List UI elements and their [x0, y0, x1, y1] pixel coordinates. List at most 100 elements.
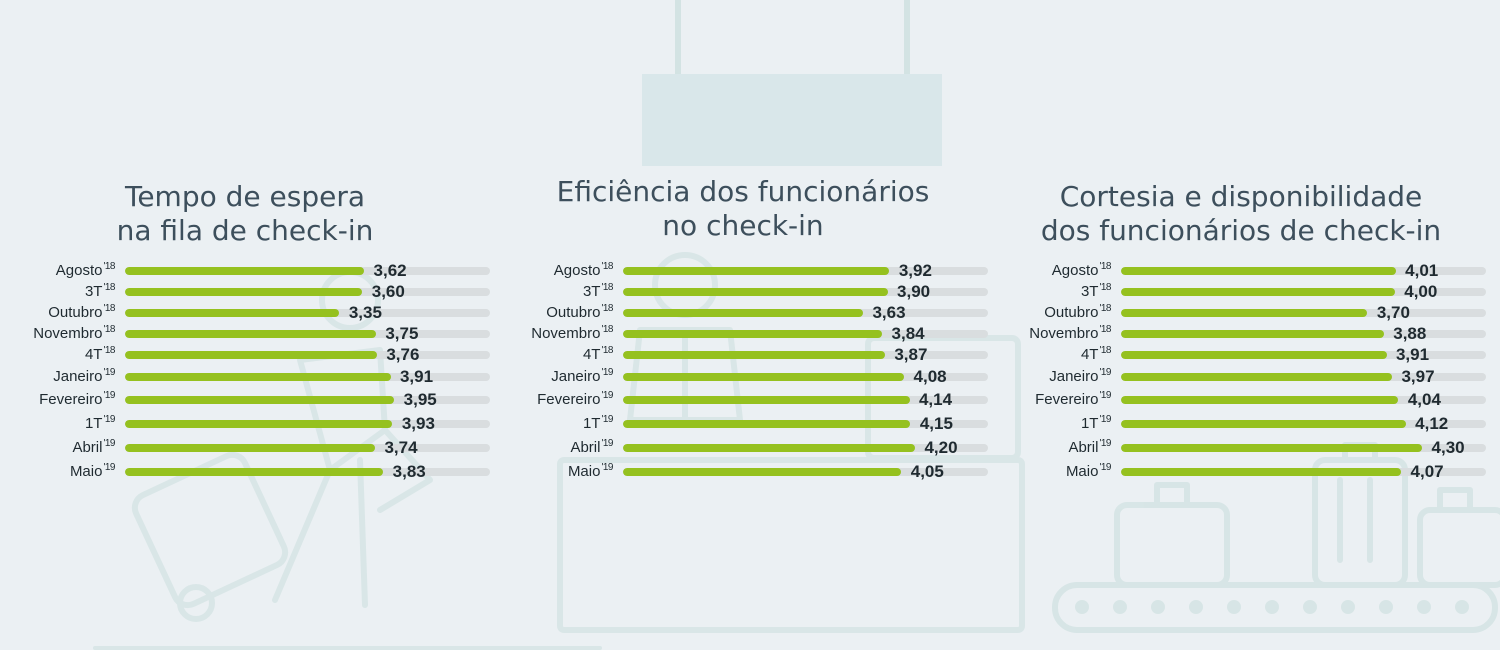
category-label: Agosto'18	[1001, 260, 1112, 282]
chart-panel-wait-time: Tempo de espera na fila de check-in Agos…	[5, 170, 490, 500]
category-name: Outubro	[1044, 304, 1099, 321]
data-label: 3,91	[1395, 345, 1430, 364]
category-label: 4T'18	[5, 344, 116, 366]
data-label: 3,90	[897, 282, 931, 301]
hanging-sign-icon	[642, 0, 942, 166]
category-name: Novembro	[1029, 325, 1099, 342]
bar-row: 4T'18 3,91	[1001, 344, 1486, 366]
data-label: 3,87	[894, 345, 928, 364]
category-label: 3T'18	[5, 281, 116, 303]
bar-track	[623, 288, 988, 296]
category-period-superscript: '19	[1099, 438, 1111, 449]
bar	[1121, 309, 1368, 317]
category-label: Fevereiro'19	[1001, 389, 1111, 411]
data-label: 4,08	[913, 367, 947, 386]
bar-track	[125, 444, 490, 452]
bar	[1121, 468, 1402, 476]
bar	[623, 420, 911, 428]
bar-track	[623, 267, 988, 275]
category-period-superscript: '19	[103, 390, 115, 401]
category-period-superscript: '18	[103, 303, 115, 314]
category-label: Maio'19	[5, 461, 116, 483]
category-name: 3T	[582, 283, 601, 300]
bar	[1121, 373, 1392, 381]
chart-title: Cortesia e disponibilidade dos funcionár…	[1001, 180, 1481, 250]
bar-track	[1121, 420, 1486, 428]
bar-track	[125, 373, 490, 381]
category-period-superscript: '18	[601, 261, 613, 272]
category-name: 3T	[1080, 283, 1099, 300]
data-label: 3,93	[401, 414, 435, 433]
bar-row: 3T'18 3,90	[503, 281, 988, 303]
bar-row: 4T'18 3,76	[5, 344, 490, 366]
category-period-superscript: '19	[1099, 367, 1111, 378]
bar-row: Agosto'18 4,01	[1001, 260, 1486, 282]
category-label: Outubro'18	[1001, 302, 1111, 324]
category-label: Agosto'18	[503, 260, 614, 282]
bar-row: Abril'19 3,74	[5, 437, 490, 459]
bar	[1121, 351, 1387, 359]
category-period-superscript: '19	[103, 367, 115, 378]
data-label: 4,05	[910, 462, 944, 481]
bar	[125, 444, 375, 452]
category-name: Janeiro	[551, 368, 601, 385]
category-label: Outubro'18	[503, 302, 613, 324]
chart-title-line-2: na fila de check-in	[116, 214, 374, 247]
category-period-superscript: '19	[601, 390, 613, 401]
category-label: Novembro'18	[5, 323, 115, 345]
category-period-superscript: '18	[103, 282, 115, 293]
chart-title-line-1: Eficiência dos funcionários	[556, 175, 930, 208]
category-label: 1T'19	[5, 413, 116, 435]
category-period-superscript: '19	[601, 367, 613, 378]
bar-track	[623, 373, 988, 381]
bar-row: Novembro'18 3,84	[503, 323, 988, 345]
bar-row: Novembro'18 3,75	[5, 323, 490, 345]
category-period-superscript: '18	[103, 261, 115, 272]
category-label: Maio'19	[503, 461, 614, 483]
bar-row: Outubro'18 3,70	[1001, 302, 1486, 324]
bar-track	[623, 309, 988, 317]
category-name: 1T	[582, 415, 601, 432]
bar-track	[1121, 468, 1486, 476]
bar	[125, 267, 365, 275]
category-period-superscript: '19	[103, 438, 115, 449]
category-label: Abril'19	[1001, 437, 1111, 459]
category-period-superscript: '18	[1099, 282, 1111, 293]
bar	[125, 351, 377, 359]
category-name: Outubro	[546, 304, 601, 321]
bar-track	[125, 267, 490, 275]
chart-panel-staff-efficiency: Eficiência dos funcionários no check-in …	[503, 170, 988, 500]
bar-row: Fevereiro'19 4,04	[1001, 389, 1486, 411]
bar-row: 1T'19 4,12	[1001, 413, 1486, 435]
category-period-superscript: '18	[1099, 345, 1111, 356]
category-name: Fevereiro	[1035, 391, 1099, 408]
data-label: 3,83	[392, 462, 426, 481]
bar	[125, 373, 391, 381]
bar-row: 1T'19 3,93	[5, 413, 490, 435]
data-label: 4,01	[1405, 261, 1439, 280]
category-label: 1T'19	[1001, 413, 1112, 435]
bar-track	[1121, 267, 1486, 275]
data-label: 3,95	[403, 390, 437, 409]
category-name: Novembro	[531, 325, 601, 342]
category-name: Maio	[1065, 463, 1099, 480]
category-label: Fevereiro'19	[5, 389, 115, 411]
category-name: Janeiro	[53, 368, 103, 385]
category-period-superscript: '19	[601, 462, 613, 473]
category-label: Agosto'18	[5, 260, 116, 282]
bar	[125, 420, 393, 428]
data-label: 3,88	[1393, 324, 1427, 343]
bar	[125, 309, 340, 317]
category-label: 4T'18	[1001, 344, 1112, 366]
bar-row: 3T'18 3,60	[5, 281, 490, 303]
bar-track	[1121, 351, 1486, 359]
category-period-superscript: '19	[1099, 414, 1111, 425]
category-period-superscript: '18	[103, 324, 115, 335]
data-label: 4,12	[1415, 414, 1449, 433]
category-name: 1T	[84, 415, 103, 432]
data-label: 3,91	[399, 367, 434, 386]
bar	[125, 288, 363, 296]
category-name: Agosto	[1051, 262, 1099, 279]
chart-title-line-1: Tempo de espera	[124, 180, 366, 213]
bar-track	[1121, 373, 1486, 381]
